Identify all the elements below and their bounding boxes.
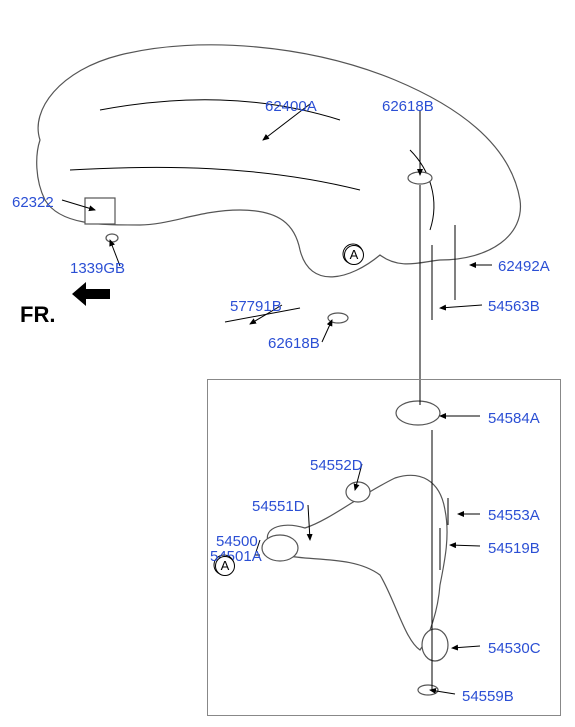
part-bolt_1339 [106, 234, 118, 242]
callout-54551D: 54551D [252, 498, 305, 515]
leader-62618B_bot [322, 320, 332, 342]
crossmember-62400A [37, 45, 521, 277]
callout-54552D: 54552D [310, 457, 363, 474]
fr-arrow-icon [72, 282, 132, 312]
part-nut_62618b [328, 313, 348, 323]
marker-letter-0: A [344, 245, 364, 265]
callout-62618B_top: 62618B [382, 98, 434, 115]
part-bracket_62322 [85, 198, 115, 224]
part-nut_top [408, 172, 432, 184]
fr-label: FR. [20, 302, 55, 328]
diagram-canvas: FR. 62400A 62618B 62322 1339GB 62492A 54563B 5… [0, 0, 575, 727]
marker-letter-1: A [215, 556, 235, 576]
callout-62492A: 62492A [498, 258, 550, 275]
callout-54584A: 54584A [488, 410, 540, 427]
callout-62322: 62322 [12, 194, 54, 211]
callout-62618B_bot: 62618B [268, 335, 320, 352]
callout-54530C: 54530C [488, 640, 541, 657]
leader-62322 [62, 200, 95, 210]
callout-54519B: 54519B [488, 540, 540, 557]
callout-54559B: 54559B [462, 688, 514, 705]
callout-54553A: 54553A [488, 507, 540, 524]
callout-1339GB: 1339GB [70, 260, 125, 277]
callout-54563B: 54563B [488, 298, 540, 315]
callout-62400A: 62400A [265, 98, 317, 115]
callout-57791B: 57791B [230, 298, 282, 315]
leader-54563B [440, 305, 482, 308]
